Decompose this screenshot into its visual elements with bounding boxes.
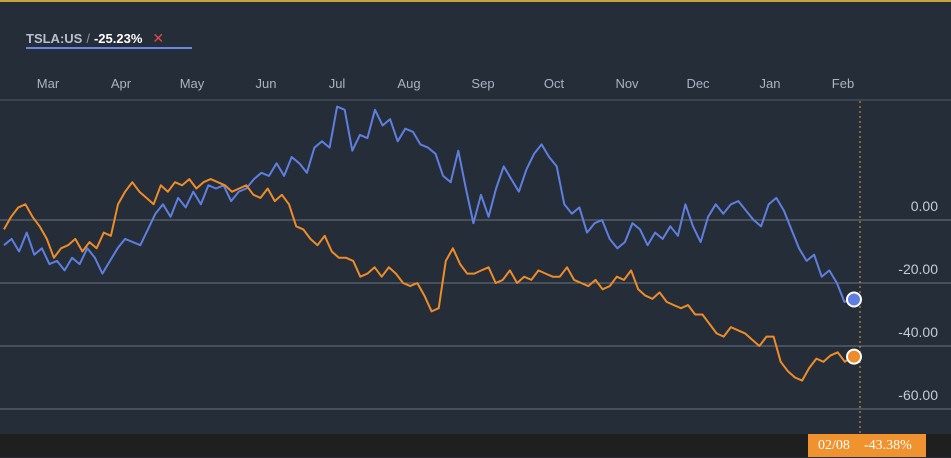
legend-separator: / [86,31,90,46]
legend: TSLA:US / -25.23% ✕ [26,30,192,49]
x-tick-label: Jun [256,76,277,91]
y-tick-label: -40.00 [898,324,938,340]
legend-underline [26,47,192,49]
y-tick-label: 0.00 [911,198,938,214]
legend-change: -25.23% [93,31,143,46]
x-tick-label: Dec [686,76,710,91]
x-axis-labels: Mar Apr May Jun Jul Aug Sep Oct Nov Dec Jan Feb [37,76,854,91]
series-layer [3,105,853,382]
y-tick-label: -60.00 [898,387,938,403]
series-line [3,178,853,382]
legend-symbol[interactable]: TSLA:US [26,31,83,46]
top-accent-line [0,0,951,2]
x-tick-label: Apr [111,76,132,91]
x-tick-label: Sep [471,76,494,91]
x-tick-label: Oct [544,76,565,91]
crosshair-value-badge: -43.38% [860,434,926,457]
x-tick-label: Jan [760,76,781,91]
series-line [3,105,853,303]
close-icon[interactable]: ✕ [152,30,165,46]
series-end-marker [846,291,862,308]
x-tick-label: Feb [832,76,854,91]
y-axis-labels: 0.00 -20.00 -40.00 -60.00 [898,198,938,403]
crosshair-date-badge: 02/08 [808,434,860,457]
x-tick-label: Mar [37,76,60,91]
grid-layer [0,99,951,410]
x-tick-label: Jul [329,76,346,91]
x-tick-label: May [180,76,205,91]
x-tick-label: Aug [397,76,420,91]
series-end-marker [846,348,862,365]
bottom-bar [0,434,951,457]
x-tick-label: Nov [615,76,639,91]
y-tick-label: -20.00 [898,261,938,277]
end-markers [846,291,862,365]
